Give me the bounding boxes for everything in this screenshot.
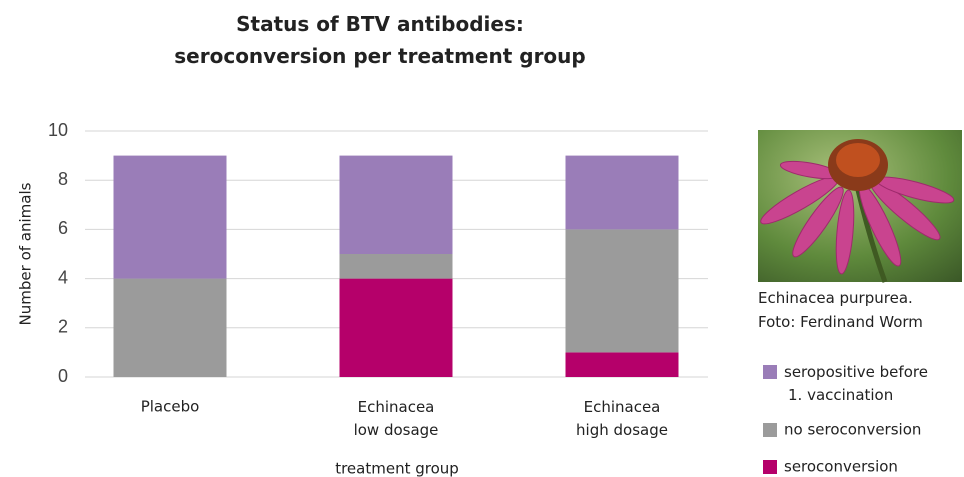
bar-segment [566,352,679,377]
bar-segment [566,156,679,230]
x-tick-label: Placebo [141,398,200,416]
y-tick-label: 2 [58,317,68,337]
legend-swatch [763,423,777,437]
legend-label: no seroconversion [784,421,921,439]
bar-segment [566,229,679,352]
chart-title: Status of BTV antibodies:seroconversion … [174,12,585,68]
y-tick-label: 8 [58,169,68,189]
x-axis-title: treatment group [335,460,459,477]
chart: Echinacea purpurea.Foto: Ferdinand Worm … [0,0,964,477]
bar-segment [340,254,453,279]
image-caption: Echinacea purpurea.Foto: Ferdinand Worm [758,289,923,331]
bar-segment [114,156,227,279]
legend-swatch [763,460,777,474]
y-axis-title: Number of animals [17,182,35,325]
bar-segment [114,279,227,377]
y-tick-label: 4 [58,267,68,287]
y-tick-label: 6 [58,218,68,238]
legend-label: seroconversion [784,458,898,476]
y-tick-label: 0 [58,366,68,386]
legend-swatch [763,365,777,379]
bar-segment [340,156,453,254]
y-tick-label: 10 [48,120,68,140]
photo [757,130,962,282]
bar-segment [340,279,453,377]
